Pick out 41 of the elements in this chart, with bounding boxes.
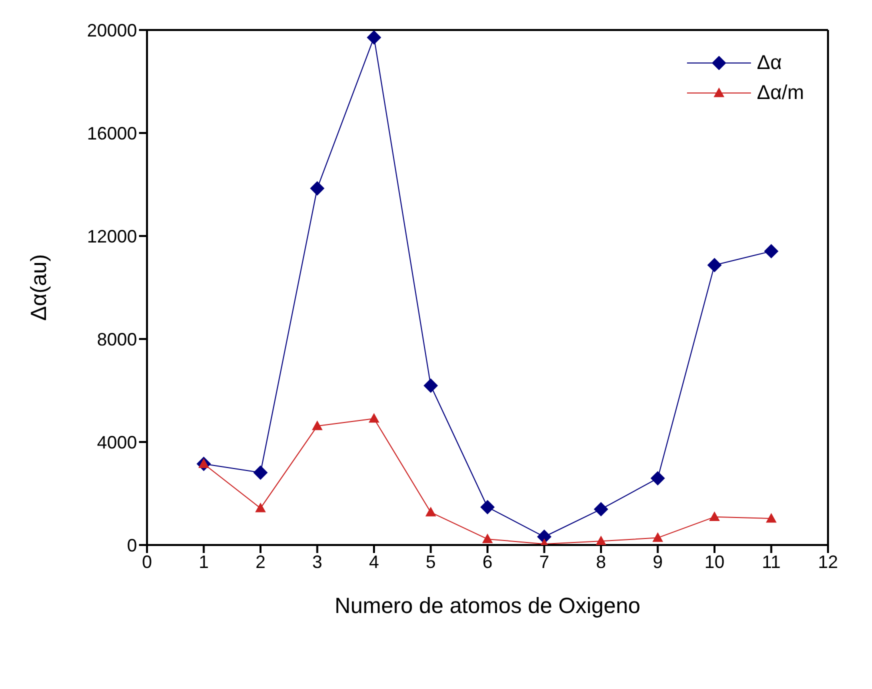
y-axis-title: Δα(au) — [26, 254, 51, 321]
point — [369, 414, 379, 423]
legend-label: Δα — [756, 52, 782, 74]
x-tick-label: 8 — [596, 552, 606, 572]
point — [710, 512, 720, 522]
point — [652, 532, 663, 542]
point — [708, 258, 722, 272]
x-tick-label: 10 — [704, 552, 725, 572]
y-tick-label: 20000 — [86, 20, 137, 40]
y-tick-label: 4000 — [96, 432, 137, 452]
point — [367, 30, 381, 44]
point — [424, 378, 438, 393]
y-tick-label: 8000 — [96, 329, 137, 350]
legend-label: Δα/m — [756, 82, 804, 104]
x-tick-label: 3 — [312, 552, 322, 572]
point — [426, 507, 436, 516]
point — [310, 181, 324, 196]
point — [596, 536, 606, 545]
point — [766, 513, 776, 523]
point — [254, 466, 268, 480]
x-axis-title: Numero de atomos de Oxigeno — [334, 593, 640, 618]
point — [312, 421, 322, 430]
x-tick-label: 4 — [368, 552, 380, 572]
x-tick-label: 5 — [426, 552, 436, 572]
x-tick-label: 9 — [652, 552, 663, 572]
y-tick-label: 16000 — [86, 123, 137, 144]
x-tick-label: 2 — [255, 552, 266, 572]
y-tick-label: 12000 — [86, 226, 137, 246]
x-tick-label: 0 — [142, 552, 152, 572]
y-tick-label: 0 — [126, 535, 137, 556]
point — [650, 471, 665, 486]
x-tick-label: 7 — [539, 552, 550, 572]
point — [482, 534, 492, 544]
x-tick-label: 1 — [198, 552, 209, 572]
point — [256, 503, 266, 512]
x-tick-label: 11 — [762, 552, 781, 572]
x-tick-label: 6 — [482, 552, 493, 572]
point — [594, 502, 608, 516]
x-tick-label: 12 — [818, 552, 838, 572]
point — [480, 500, 494, 514]
point — [764, 244, 778, 258]
